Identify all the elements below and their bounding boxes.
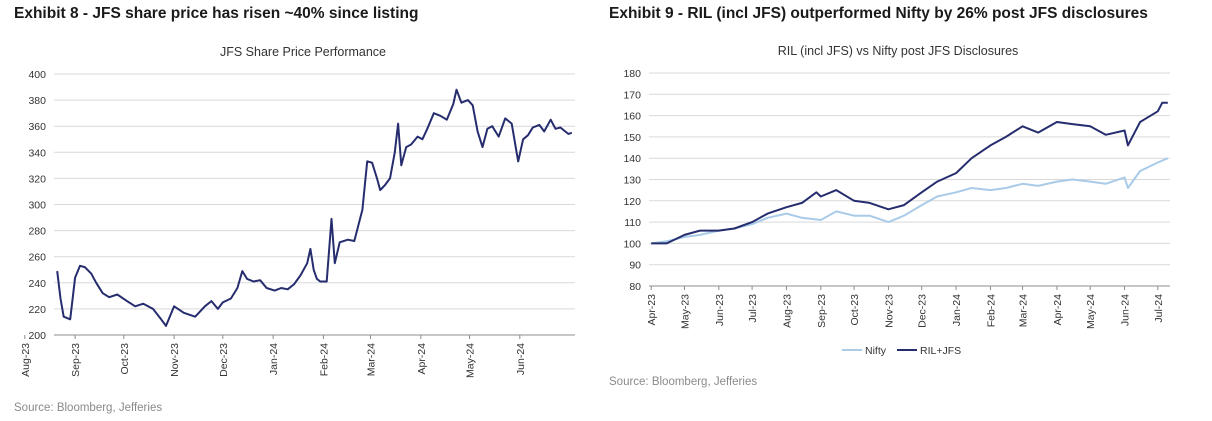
x-tick-label: Jan-24 — [268, 343, 280, 375]
y-tick-label: 320 — [28, 173, 46, 185]
y-tick-label: 200 — [28, 330, 46, 342]
series-line-ril-jfs — [651, 101, 1168, 245]
x-tick-label: Aug-23 — [781, 294, 793, 328]
x-tick-label: Nov-23 — [169, 343, 181, 377]
x-tick-label: Apr-24 — [416, 343, 428, 375]
jfs-share-price-chart: JFS Share Price Performance 200 220 240 260 2… — [20, 45, 575, 378]
x-tick-label: Oct-23 — [849, 294, 861, 326]
y-tick-label: 120 — [623, 196, 641, 208]
x-tick-label: Jun-24 — [515, 343, 527, 375]
y-tick-label: 380 — [28, 95, 46, 107]
y-tick-label: 240 — [28, 278, 46, 290]
y-tick-label: 400 — [28, 69, 46, 81]
y-tick-label: 340 — [28, 147, 46, 159]
y-tick-label: 220 — [28, 304, 46, 316]
y-tick-label: 170 — [623, 89, 641, 101]
x-tick-label: Dec-23 — [917, 294, 929, 328]
y-tick-label: 110 — [624, 217, 641, 229]
x-tick-label: Sep-23 — [70, 343, 82, 377]
legend-label: RIL+JFS — [920, 345, 961, 357]
y-tick-label: 80 — [629, 281, 641, 293]
x-tick-label: Sep-23 — [816, 294, 828, 328]
x-tick-label: Feb-24 — [985, 294, 997, 327]
y-tick-label: 360 — [28, 121, 46, 133]
exhibit-8-title: Exhibit 8 - JFS share price has risen ~4… — [14, 5, 419, 22]
y-tick-label: 260 — [28, 252, 46, 264]
x-tick-label: Mar-24 — [1018, 294, 1030, 327]
y-tick-label: 90 — [629, 260, 641, 272]
x-tick-label: Aug-23 — [20, 343, 32, 377]
legend-label: Nifty — [865, 345, 887, 357]
y-tick-label: 160 — [623, 111, 641, 123]
x-tick-label: Jun-23 — [714, 294, 726, 326]
y-tick-label: 150 — [623, 132, 641, 144]
ril-vs-nifty-chart: RIL (incl JFS) vs Nifty post JFS Disclos… — [623, 44, 1170, 357]
series-line — [56, 88, 573, 327]
x-tick-label: Jul-24 — [1153, 294, 1165, 323]
x-tick-label: Apr-23 — [646, 294, 658, 326]
y-tick-label: 180 — [623, 68, 641, 80]
y-tick-label: 130 — [623, 175, 641, 187]
y-tick-label: 140 — [623, 153, 641, 165]
y-tick-label: 100 — [623, 238, 641, 250]
chart-title: RIL (incl JFS) vs Nifty post JFS Disclos… — [778, 44, 1019, 58]
x-tick-label: Oct-23 — [119, 343, 131, 375]
chart-title: JFS Share Price Performance — [220, 45, 386, 59]
x-tick-label: Jun-24 — [1120, 294, 1132, 326]
x-tick-label: Jul-23 — [747, 294, 759, 323]
x-tick-label: Mar-24 — [365, 343, 377, 376]
x-tick-label: May-23 — [679, 294, 691, 329]
x-tick-label: Feb-24 — [318, 343, 330, 376]
x-tick-label: Dec-23 — [218, 343, 230, 377]
x-tick-label: Nov-23 — [883, 294, 895, 328]
y-tick-label: 300 — [28, 200, 46, 212]
exhibit-9-title: Exhibit 9 - RIL (incl JFS) outperformed … — [609, 5, 1148, 22]
x-tick-label: Apr-24 — [1052, 294, 1064, 326]
x-tick-label: May-24 — [1085, 294, 1097, 329]
y-tick-label: 280 — [28, 226, 46, 238]
exhibit-8-source: Source: Bloomberg, Jefferies — [14, 402, 163, 414]
x-tick-label: Jan-24 — [951, 294, 963, 326]
x-tick-label: May-24 — [465, 343, 477, 378]
exhibit-9-source: Source: Bloomberg, Jefferies — [609, 376, 758, 388]
